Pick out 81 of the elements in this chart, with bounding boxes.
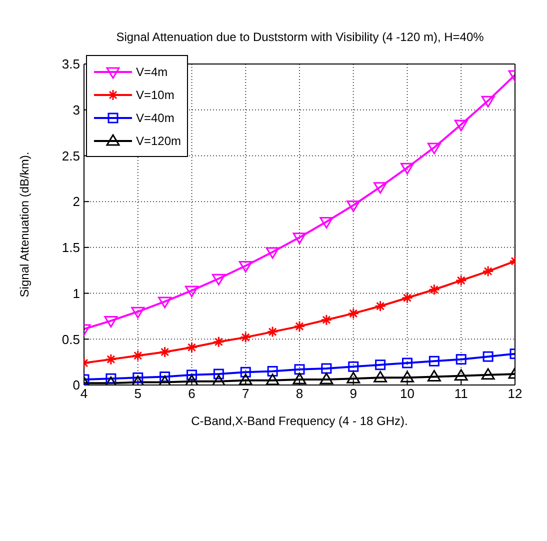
point [266,326,278,338]
point [132,350,144,362]
point [374,182,388,194]
y-tick-label: 0 [72,378,80,393]
x-tick-label: 11 [454,386,468,402]
point [186,370,197,380]
y-tick-label: 3 [72,102,80,118]
point [132,372,144,383]
y-tick-label: 3.5 [62,56,80,72]
point [482,351,494,362]
x-tick-label: 4 [80,386,88,402]
point [321,363,332,374]
point [374,370,388,382]
legend-label: V=4m [136,64,168,78]
y-tick-label: 1.5 [62,240,80,256]
legend-label: V=120m [136,134,182,148]
chart-title: Signal Attenuation due to Duststorm with Visibility (4 -120 m), H=40% [115,30,485,44]
x-tick-label: 7 [242,386,250,402]
point [481,96,495,108]
x-tick-label: 9 [350,386,357,402]
y-tick-label: 2.5 [62,148,80,164]
point [267,366,278,376]
x-tick-label: 6 [188,386,196,402]
point [213,368,224,380]
point [400,162,414,174]
point [212,374,226,385]
point [266,374,280,385]
point [160,371,170,382]
point [266,247,280,259]
point [455,274,467,286]
point [185,286,198,298]
point [348,361,359,372]
point [428,356,440,366]
point [292,232,306,244]
point [212,336,224,348]
point [240,332,252,344]
point [428,284,440,296]
y-tick-label: 0.5 [62,332,80,347]
point [481,368,495,380]
point [294,364,305,375]
point [240,366,251,378]
point [402,292,413,304]
x-axis-title: C-Band,X-Band Frequency (4 - 18 GHz). [191,414,408,428]
point [427,142,441,154]
point [320,217,334,228]
point [185,374,198,385]
point [348,308,360,320]
y-axis-title: Signal Attenuation (dB/km). [17,152,32,298]
point [454,369,468,381]
point [212,274,226,286]
x-tick-label: 5 [134,386,142,402]
point [159,346,171,358]
point [375,360,386,370]
point [294,320,306,332]
point [346,200,360,212]
point [346,372,360,384]
point [158,296,172,308]
point [454,120,468,132]
point [292,372,306,384]
point [104,316,118,328]
point [238,261,252,273]
y-tick-label: 2 [72,194,80,210]
point [238,374,252,385]
y-tick-label: 1 [72,286,80,301]
point [320,372,334,384]
legend-label: V=40m [136,110,174,124]
point [456,354,466,365]
x-tick-label: 10 [400,386,414,402]
point [427,370,441,382]
x-tick-label: 12 [508,386,522,402]
point [186,342,198,354]
point [131,306,145,318]
point [402,358,412,368]
point [105,354,117,366]
point [374,300,386,312]
legend-label: V=10m [136,88,174,102]
point [106,373,116,384]
point [320,314,332,326]
point [400,370,414,382]
x-tick-label: 8 [296,386,304,402]
point [482,266,494,278]
